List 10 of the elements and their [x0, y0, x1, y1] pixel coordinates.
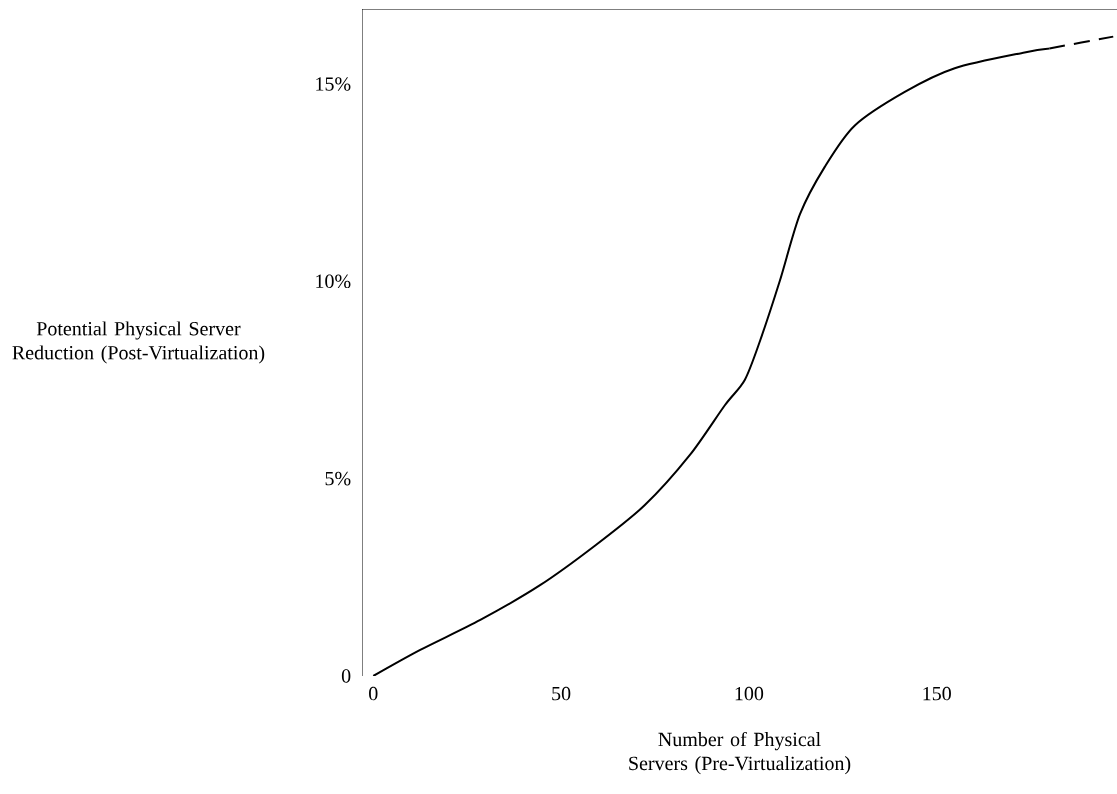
y-tick-label: 10% — [316, 274, 351, 289]
x-axis-title: Number of Physical Servers (Pre-Virtualization) — [629, 731, 851, 775]
x-tick-label: 100 — [735, 686, 764, 701]
x-tick-label: 0 — [369, 686, 378, 701]
y-tick-label: 0 — [341, 669, 351, 683]
y-axis-title: Potential Physical Server Reduction (Post-Virtualization) — [12, 321, 265, 364]
y-tick-label: 5% — [325, 471, 351, 486]
y-tick-label: 15% — [316, 77, 351, 91]
x-tick-label: 150 — [923, 686, 951, 701]
x-tick-label: 50 — [552, 686, 571, 701]
